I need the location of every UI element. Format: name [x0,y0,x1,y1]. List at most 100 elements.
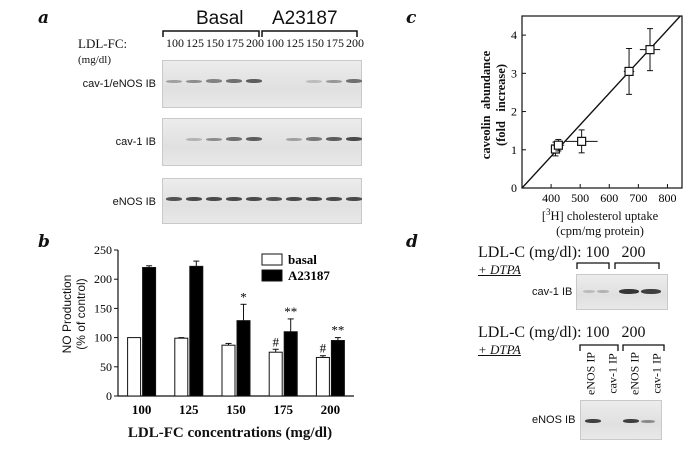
blot-0-band-4 [246,79,262,83]
chart-c-xtick-label-3: 700 [629,191,647,205]
chart-c-ytick-label-4: 4 [511,28,517,42]
blot-0-band-3 [226,79,242,83]
bar-basal-125 [174,337,189,397]
lane-label-7: 150 [306,36,324,50]
blot-1-band-4 [246,137,262,141]
blot-0-band-8 [326,79,342,83]
group-label-a23187: A23187 [272,8,338,29]
chart-c-xtick-label-1: 500 [571,191,589,205]
d-bottom-blot-label: eNOS IB [532,414,576,426]
chart-c-xtick-label-4: 800 [658,191,676,205]
blot-1-band-8 [326,137,342,141]
bar-basal-175 [268,351,283,397]
chart-c-xlabel-bracket: [ [541,209,547,224]
lane-concentration-labels: 100 125 150 175 200 100 125 150 175 200 [165,36,365,50]
chart-c-xtick-label-0: 400 [542,191,560,205]
chart-c-xtick-label-2: 600 [600,191,618,205]
blot-1 [162,118,362,166]
group-label-basal: Basal [196,8,244,29]
no-production-bar-chart: 0 50 100 150 200 250 100 125 150 175 200 * # ** # ** bas… [94,243,354,417]
d-lane-label-0: eNOS IP [583,352,598,396]
panel-label-b: b [38,232,50,252]
blot-2-band-3 [226,197,242,201]
blot-1-band-3 [226,137,242,141]
legend-label-A23187: A23187 [288,268,330,283]
d-bottom-blot [580,400,662,440]
blot-0-band-1 [186,79,202,83]
chart-c-xlabel: [3H] cholesterol uptake (cpm/mg protein) [520,205,680,239]
panel-label-d: d [406,232,418,252]
caveolin-scatter-plot: 400 500 600 700 800 0 1 2 3 4 [511,15,683,205]
chart-b-xtick-label-4: 200 [321,402,341,417]
blot-0-band-9 [346,79,362,83]
blot-2-band-5 [266,197,282,201]
chart-c-point-1 [553,140,563,150]
chart-c-xlabel-line2: (cpm/mg protein) [556,224,644,239]
chart-b-ytick-label-0: 0 [106,389,112,403]
blot-label-0: cav-1/eNOS IB [82,78,156,90]
blot-2-band-0 [166,197,182,201]
blot-1-band-7 [306,137,322,141]
bar-basal-100 [127,337,142,397]
d-bottom-brackets [579,344,665,351]
d-bottom-lane-labels: eNOS IP cav-1 IP eNOS IP cav-1 IP [576,350,672,396]
d-top-brackets [576,262,660,269]
legend-label-basal: basal [288,252,317,267]
chart-b-sig-2: ** [284,304,297,319]
d-lane-label-2: eNOS IP [627,352,642,396]
bar-A23187-100 [142,267,157,397]
lane-label-0: 100 [166,36,184,50]
blot-1-band-9 [346,137,362,141]
d-top-treatment: + DTPA [478,262,521,277]
chart-c-point-3 [624,66,634,77]
lane-label-2: 150 [206,36,224,50]
chart-b-ytick-label-2: 100 [94,331,112,345]
bar-A23187-200 [330,340,345,397]
chart-b-ytick-label-3: 150 [94,301,112,315]
group-brackets [162,30,358,37]
lane-label-3: 175 [226,36,244,50]
d-top-band-2 [597,290,609,293]
blot-2-band-8 [326,197,342,201]
d-lane-label-3: cav-1 IP [649,353,664,394]
chart-b-xtick-label-0: 100 [132,402,152,417]
d-top-blot [576,274,668,310]
lane-label-4: 200 [246,36,264,50]
d-top-blot-label: cav-1 IB [532,286,573,298]
d-bottom-title: LDL-C (mg/dl): 100 200 [478,324,646,341]
d-lane-label-1: cav-1 IP [605,353,620,394]
blot-1-band-6 [286,137,302,141]
lane-row-label-main: LDL-FC: [78,36,128,51]
chart-c-ytick-label-2: 2 [511,105,517,119]
legend-swatch-basal [261,253,283,266]
chart-c-ytick-label-0: 0 [511,181,517,195]
lane-row-label-unit: (mg/dl) [78,54,111,66]
chart-c-xlabel-line1: [3H] cholesterol uptake [520,205,680,224]
bar-basal-200 [315,356,330,397]
chart-b-sig-4: ** [331,323,344,338]
blot-1-band-2 [206,137,222,141]
chart-b-xtick-label-3: 175 [273,402,293,417]
d-top-band-4 [641,289,661,294]
bar-A23187-175 [283,331,298,397]
blot-2-band-2 [206,197,222,201]
bar-A23187-150 [236,320,251,397]
bar-A23187-125 [189,265,204,397]
blot-2-band-6 [286,197,302,201]
blot-0 [162,60,362,108]
blot-1-band-1 [186,137,202,141]
legend-swatch-A23187 [261,269,283,282]
lane-label-1: 125 [186,36,204,50]
chart-c-point-4 [645,45,655,55]
d-top-band-1 [583,290,595,293]
panel-label-c: c [406,8,417,28]
blot-2 [162,178,362,224]
lane-label-9: 200 [346,36,364,50]
chart-c-xlabel-rest: H] cholesterol uptake [550,209,659,224]
d-top-title: LDL-C (mg/dl): 100 200 [478,244,646,261]
blot-2-band-4 [246,197,262,201]
lane-label-8: 175 [326,36,344,50]
lane-label-5: 100 [266,36,284,50]
chart-c-point-2 [577,136,587,146]
blot-2-band-7 [306,197,322,201]
